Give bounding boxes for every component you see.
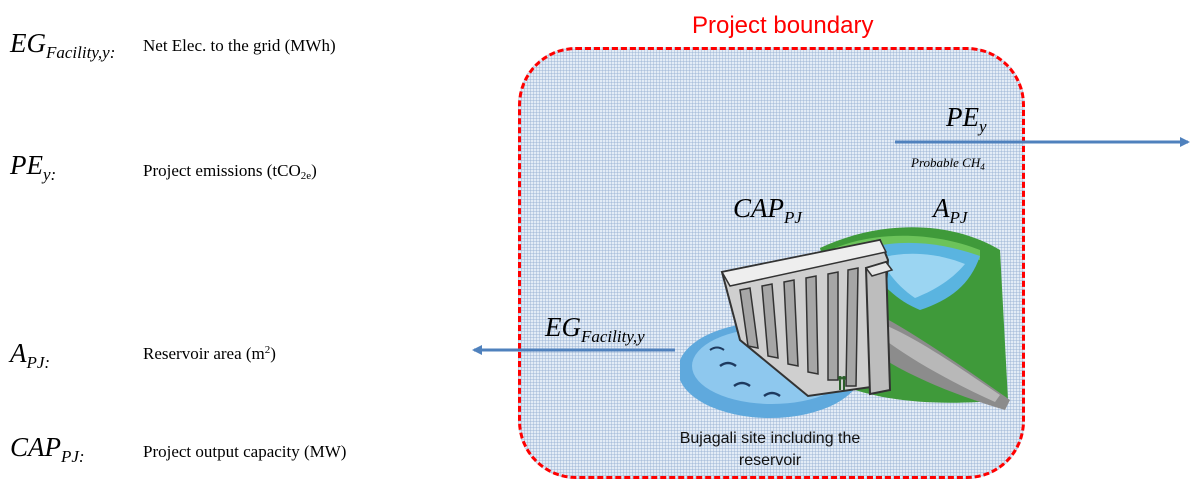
legend-desc-pe: Project emissions (tCO2e) [143, 161, 317, 182]
cap-pj-label: CAPPJ [733, 193, 802, 227]
legend: EGFacility,y: Net Elec. to the grid (MWh… [0, 0, 470, 502]
boundary-title: Project boundary [692, 12, 874, 39]
legend-symbol-cap: CAPPJ: [10, 432, 85, 466]
hydro-dam-icon [680, 227, 1010, 418]
legend-desc-eg: Net Elec. to the grid (MWh) [143, 36, 336, 55]
site-label: Bujagali site including the reservoir [640, 428, 900, 472]
legend-symbol-a: APJ: [10, 338, 51, 372]
pe-flow-label: PEy [946, 102, 987, 136]
probable-ch4-label: Probable CH4 [911, 155, 985, 172]
legend-desc-a: Reservoir area (m2) [143, 344, 276, 363]
legend-symbol-eg: EGFacility,y: [10, 28, 116, 62]
site-label-line1: Bujagali site including the [679, 430, 861, 447]
legend-symbol-pe: PEy: [10, 150, 57, 184]
a-pj-label: APJ [933, 193, 968, 227]
site-label-line2: reservoir [738, 452, 802, 469]
eg-flow-label: EGFacility,y [545, 312, 645, 346]
legend-desc-cap: Project output capacity (MW) [143, 442, 347, 461]
